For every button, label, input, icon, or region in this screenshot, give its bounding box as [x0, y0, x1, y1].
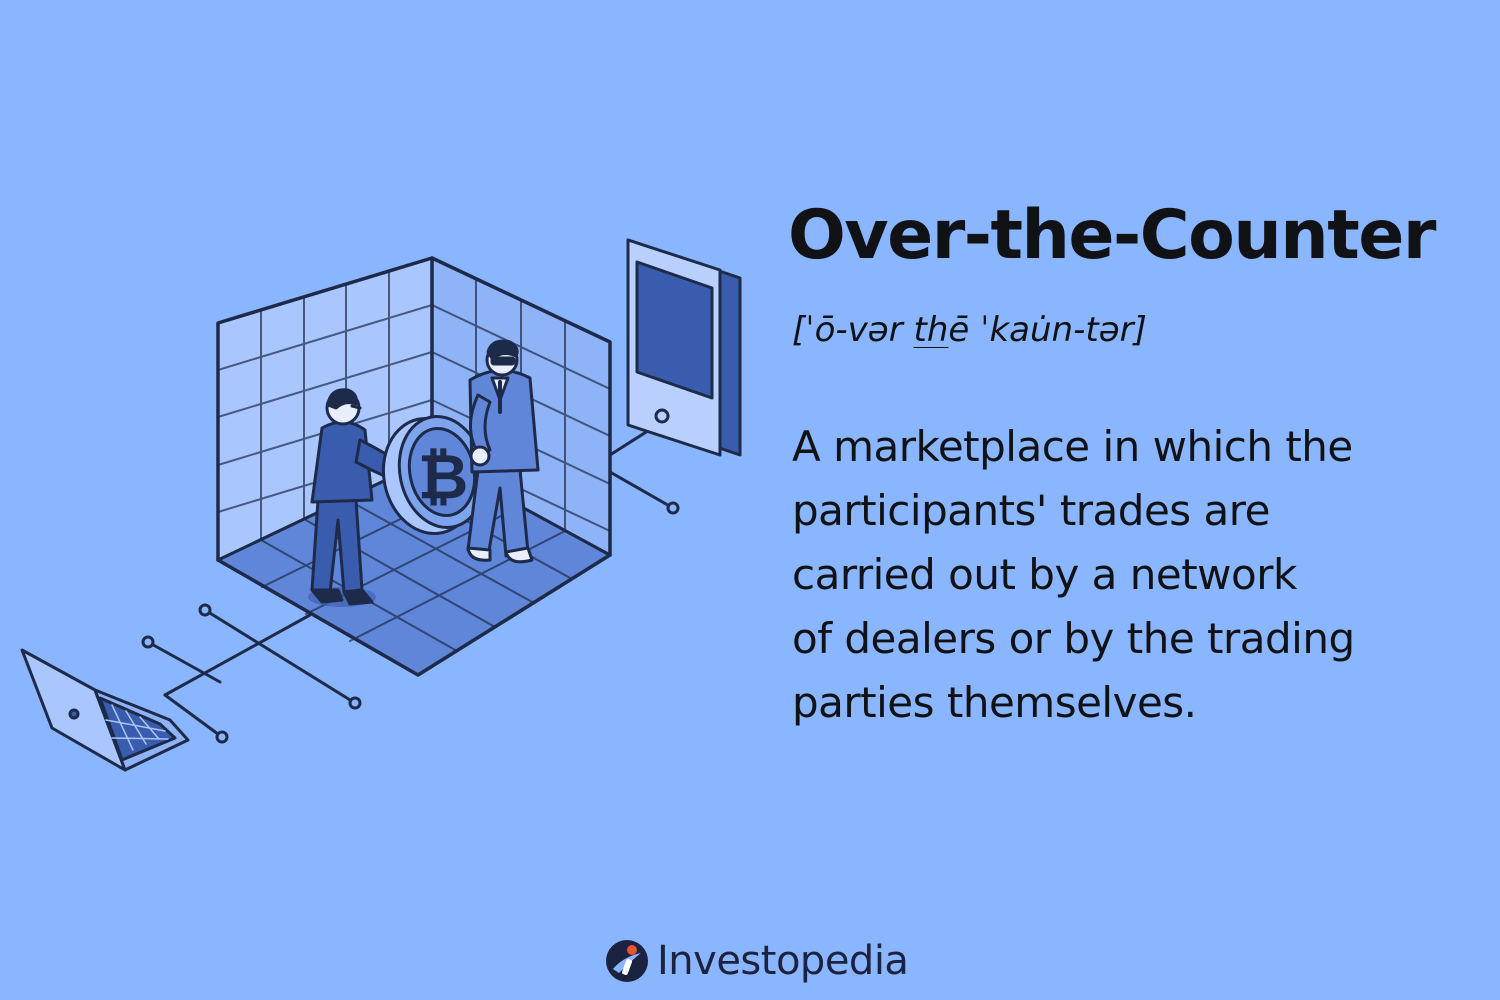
- definition-line: parties themselves.: [792, 678, 1197, 727]
- tablet-device: [626, 238, 742, 457]
- network-lines: [141, 418, 680, 744]
- brand-name: Investopedia: [657, 938, 909, 984]
- brand-logo: Investopedia: [605, 934, 909, 988]
- definition-line: participants' trades are: [792, 486, 1270, 535]
- definition-line: A marketplace in which the: [792, 422, 1353, 471]
- laptop-device: [20, 648, 190, 772]
- pronunciation-start: [ˈō-vər: [792, 310, 914, 350]
- page-title: Over-the-Counter: [788, 196, 1436, 275]
- definition-line: of dealers or by the trading: [792, 614, 1355, 663]
- investopedia-logo-icon: [606, 940, 648, 982]
- pronunciation: [ˈō-vər thē ˈkau̇n-tər]: [792, 310, 1147, 350]
- definition-text: A marketplace in which the participants'…: [792, 415, 1492, 735]
- svg-text:₿: ₿: [418, 440, 469, 513]
- otc-illustration: ₿: [20, 238, 742, 772]
- definition-line: carried out by a network: [792, 550, 1297, 599]
- pronunciation-underlined: th: [913, 310, 949, 350]
- person-right: [466, 339, 540, 564]
- coin: ₿: [381, 415, 487, 536]
- pronunciation-end: ē ˈkau̇n-tər]: [948, 310, 1147, 350]
